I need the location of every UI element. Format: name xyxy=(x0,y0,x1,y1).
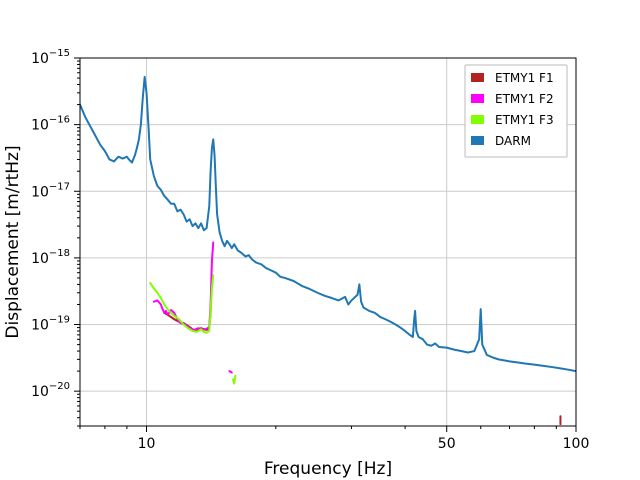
legend-label-darm: DARM xyxy=(495,134,531,148)
series-line-etmy1-f3 xyxy=(232,374,237,385)
legend-label-etmy1-f1: ETMY1 F1 xyxy=(495,71,554,85)
x-axis-label: Frequency [Hz] xyxy=(264,459,392,479)
legend-swatch-etmy1-f1 xyxy=(471,73,484,82)
legend-label-etmy1-f2: ETMY1 F2 xyxy=(495,92,554,106)
y-tick-label: 10−19 xyxy=(31,315,70,334)
axis-ticks: 10 50 100 10−20 10−19 10−18 10−17 10−16 10−15 xyxy=(31,48,589,452)
x-tick-label: 50 xyxy=(438,436,456,452)
y-tick-label: 10−20 xyxy=(31,381,70,400)
legend: ETMY1 F1 ETMY1 F2 ETMY1 F3 DARM xyxy=(464,64,568,158)
y-tick-label: 10−16 xyxy=(31,115,70,134)
legend-label-etmy1-f3: ETMY1 F3 xyxy=(495,113,554,127)
series-line-etmy1-f2 xyxy=(152,241,215,331)
x-tick-label: 100 xyxy=(563,436,590,452)
series-line-etmy1-f3 xyxy=(149,274,215,334)
y-tick-label: 10−15 xyxy=(31,48,70,67)
y-axis-label: Displacement [m/rtHz] xyxy=(3,145,23,338)
legend-swatch-etmy1-f3 xyxy=(471,115,484,124)
series-line-etmy1-f2 xyxy=(228,370,233,374)
y-tick-label: 10−18 xyxy=(31,248,70,267)
legend-swatch-etmy1-f2 xyxy=(471,94,484,103)
y-tick-label: 10−17 xyxy=(31,181,70,200)
plot-frame xyxy=(79,57,577,427)
series-line-darm xyxy=(80,75,576,373)
x-tick-label: 10 xyxy=(138,436,156,452)
series-layer xyxy=(80,75,576,426)
legend-swatch-darm xyxy=(471,136,484,145)
legend-box xyxy=(464,64,568,158)
